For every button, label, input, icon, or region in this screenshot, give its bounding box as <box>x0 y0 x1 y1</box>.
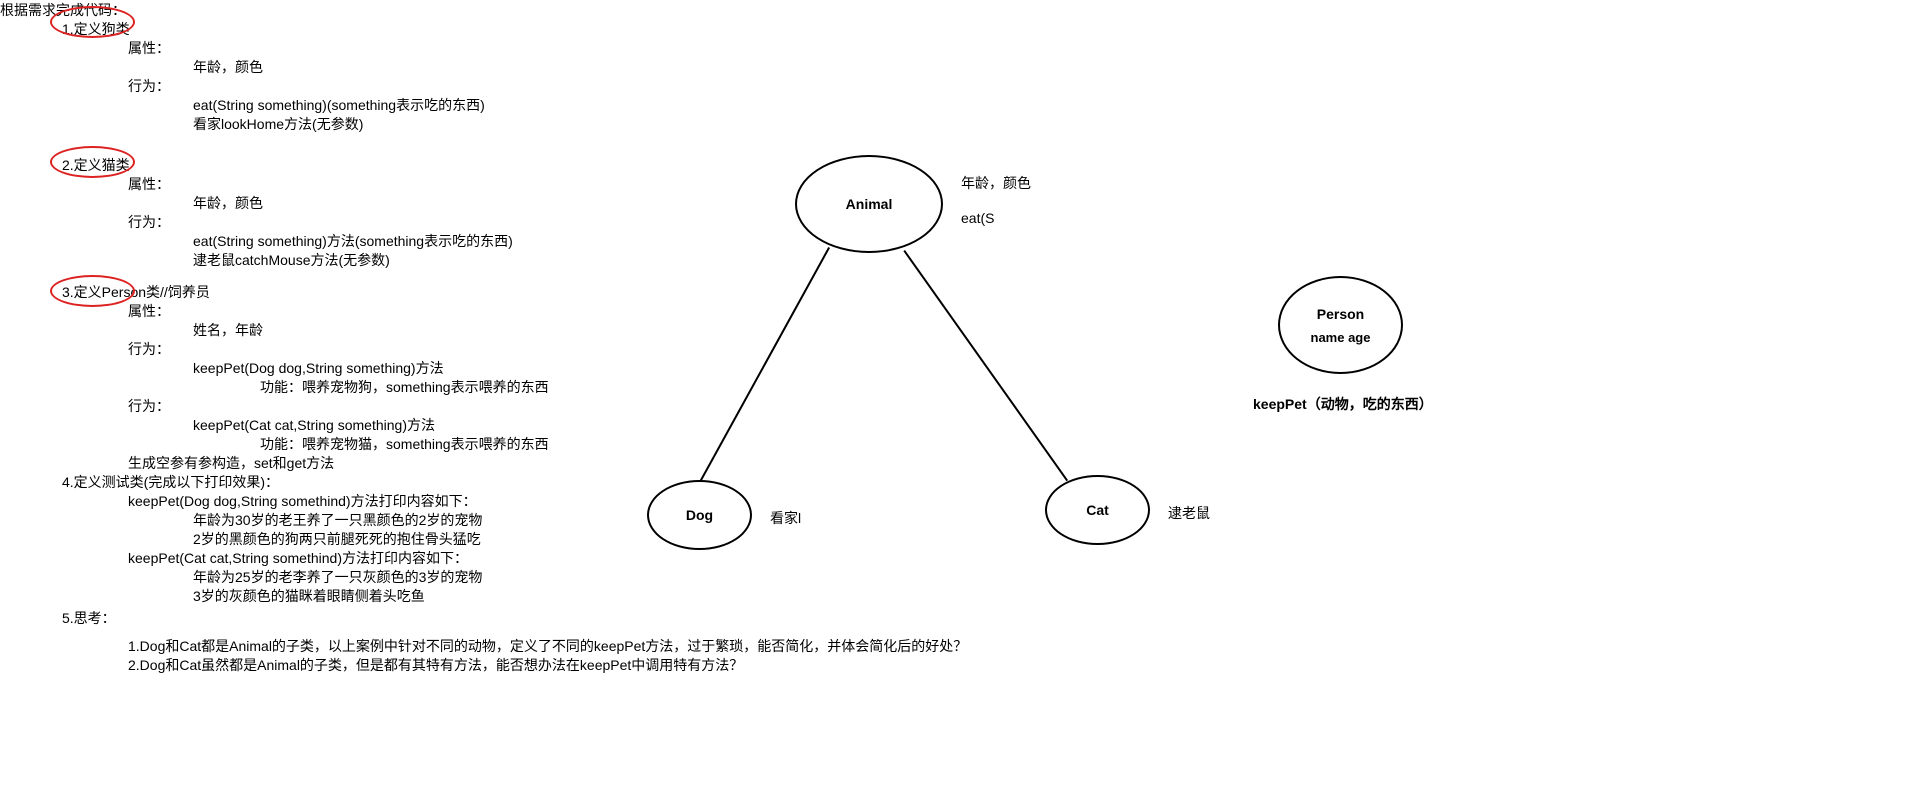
s3-gen: 生成空参有参构造，set和get方法 <box>128 453 334 474</box>
person-method: keepPet（动物，吃的东西） <box>1253 394 1433 414</box>
s5-title: 5.思考： <box>62 608 116 629</box>
highlight-1 <box>50 6 135 38</box>
node-person: Person name age <box>1278 276 1403 374</box>
node-animal: Animal <box>795 155 943 253</box>
highlight-3 <box>50 275 135 307</box>
s5-q2: 2.Dog和Cat虽然都是Animal的子类，但是都有其特有方法，能否想办法在k… <box>128 655 743 676</box>
animal-attr: 年龄，颜色 <box>961 173 1031 193</box>
s3-behavior-1: keepPet(Dog dog,String something)方法 <box>193 358 444 379</box>
animal-method: eat(S <box>961 210 994 226</box>
s2-behavior-label: 行为： <box>128 212 170 233</box>
s4-line6: 3岁的灰颜色的猫眯着眼睛侧着头吃鱼 <box>193 586 425 607</box>
dog-method: 看家l <box>770 508 801 528</box>
node-cat: Cat <box>1045 475 1150 545</box>
s4-line4: keepPet(Cat cat,String somethind)方法打印内容如… <box>128 548 468 569</box>
s4-line3: 2岁的黑颜色的狗两只前腿死死的抱住骨头猛吃 <box>193 529 481 550</box>
s1-behavior-2: 看家lookHome方法(无参数) <box>193 114 363 135</box>
cat-method: 逮老鼠 <box>1168 503 1210 523</box>
node-dog: Dog <box>647 480 752 550</box>
s3-behavior-2-desc: 功能：喂养宠物猫，something表示喂养的东西 <box>260 434 549 455</box>
node-person-label2: name age <box>1311 330 1371 345</box>
s4-title: 4.定义测试类(完成以下打印效果)： <box>62 472 279 493</box>
node-animal-label: Animal <box>846 196 893 212</box>
highlight-2 <box>50 146 135 178</box>
edge-animal-cat <box>903 250 1068 481</box>
s3-behavior-label-1: 行为： <box>128 339 170 360</box>
s4-line1: keepPet(Dog dog,String somethind)方法打印内容如… <box>128 491 477 512</box>
edge-animal-dog <box>698 247 830 484</box>
s2-attr-label: 属性： <box>128 174 170 195</box>
s1-behavior-1: eat(String something)(something表示吃的东西) <box>193 95 485 116</box>
s3-attr-value: 姓名，年龄 <box>193 320 263 341</box>
s1-attr-value: 年龄，颜色 <box>193 57 263 78</box>
s2-behavior-1: eat(String something)方法(something表示吃的东西) <box>193 231 513 252</box>
s2-attr-value: 年龄，颜色 <box>193 193 263 214</box>
s4-line5: 年龄为25岁的老李养了一只灰颜色的3岁的宠物 <box>193 567 482 588</box>
s4-line2: 年龄为30岁的老王养了一只黑颜色的2岁的宠物 <box>193 510 482 531</box>
s1-attr-label: 属性： <box>128 38 170 59</box>
s3-behavior-2: keepPet(Cat cat,String something)方法 <box>193 415 435 436</box>
s2-behavior-2: 逮老鼠catchMouse方法(无参数) <box>193 250 390 271</box>
s5-q1: 1.Dog和Cat都是Animal的子类，以上案例中针对不同的动物，定义了不同的… <box>128 636 967 657</box>
s1-behavior-label: 行为： <box>128 76 170 97</box>
node-cat-label: Cat <box>1086 502 1109 518</box>
s3-behavior-label-2: 行为： <box>128 396 170 417</box>
node-person-label1: Person <box>1317 306 1364 322</box>
s3-behavior-1-desc: 功能：喂养宠物狗，something表示喂养的东西 <box>260 377 549 398</box>
s3-attr-label: 属性： <box>128 301 170 322</box>
node-dog-label: Dog <box>686 507 713 523</box>
